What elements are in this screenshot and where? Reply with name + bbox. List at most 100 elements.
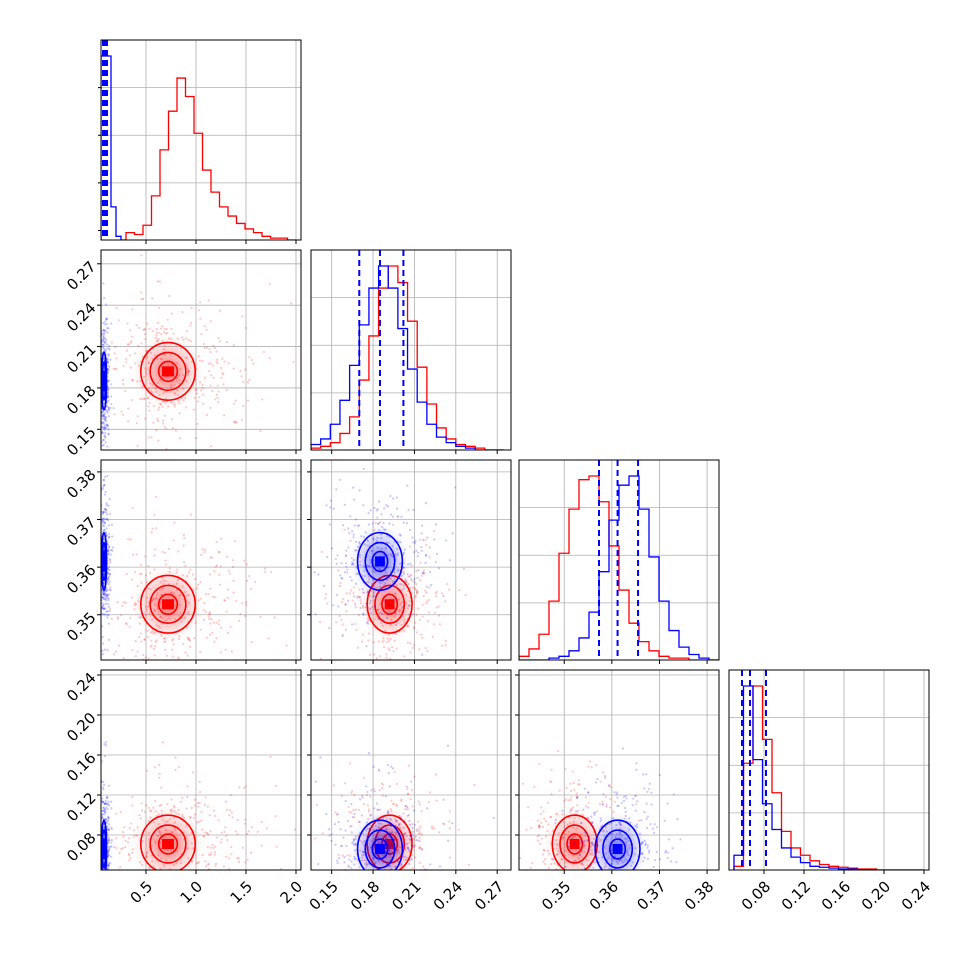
sample-point [160, 634, 163, 637]
sample-point [540, 821, 543, 824]
sample-point [131, 578, 134, 581]
sample-point [365, 910, 367, 912]
sample-point [103, 810, 106, 813]
sample-point [425, 898, 427, 900]
sample-point [658, 773, 661, 777]
sample-point [587, 791, 590, 794]
sample-point [98, 430, 100, 432]
sample-point [411, 536, 414, 539]
sample-point [97, 816, 99, 818]
sample-point [102, 592, 105, 595]
sample-point [105, 890, 107, 892]
sample-point [345, 844, 348, 848]
sample-point [379, 933, 381, 935]
sample-point [589, 883, 591, 885]
sample-point [351, 599, 354, 602]
sample-point [350, 831, 353, 834]
sample-point [382, 639, 385, 642]
sample-point [564, 865, 567, 868]
sample-point [546, 849, 549, 852]
sample-point [433, 538, 436, 541]
sample-point [148, 874, 150, 876]
sample-point [134, 362, 137, 365]
sample-point [347, 527, 350, 530]
panel-content [101, 40, 296, 240]
sample-point [536, 835, 539, 838]
sample-point [154, 810, 157, 813]
sample-point [207, 833, 210, 836]
sample-point [124, 601, 127, 604]
sample-point [438, 831, 441, 834]
sample-point [203, 550, 206, 554]
sample-point [664, 851, 667, 854]
sample-point [200, 389, 203, 392]
sample-point [232, 421, 236, 424]
sample-point [101, 444, 104, 447]
sample-point [332, 604, 335, 607]
sample-point [131, 308, 134, 311]
sample-point [385, 881, 387, 883]
sample-point [131, 795, 134, 799]
sample-point [339, 574, 342, 577]
sample-point [420, 574, 423, 577]
sample-point [187, 338, 190, 342]
sample-point [193, 577, 197, 581]
sample-point [428, 546, 431, 549]
sample-point [185, 807, 188, 810]
sample-point [105, 462, 107, 464]
sample-point [353, 857, 356, 860]
sample-point [101, 809, 104, 812]
sample-point [412, 626, 416, 629]
sample-point [414, 835, 417, 838]
sample-point [97, 831, 99, 833]
x-tick-label: 2.0 [277, 878, 307, 908]
sample-point [424, 553, 428, 557]
sample-point [158, 804, 161, 807]
sample-point [375, 802, 379, 805]
sample-point [106, 602, 109, 606]
sample-point [624, 814, 627, 817]
sample-point [102, 892, 104, 894]
sample-point [387, 811, 390, 814]
sample-point [585, 887, 587, 889]
sample-point [454, 486, 457, 489]
sample-point [108, 532, 111, 536]
sample-point [122, 890, 124, 892]
sample-point [165, 563, 168, 566]
sample-point [146, 629, 149, 632]
sample-point [409, 924, 411, 926]
sample-point [340, 794, 343, 798]
sample-point [212, 595, 215, 598]
sample-point [208, 611, 211, 614]
sample-point [103, 529, 106, 532]
sample-point [108, 876, 110, 878]
sample-point [97, 330, 99, 332]
sample-point [194, 436, 198, 440]
sample-point [343, 528, 346, 531]
sample-point [361, 591, 364, 594]
sample-point [197, 309, 201, 312]
sample-point [232, 591, 235, 594]
sample-point [616, 804, 619, 807]
sample-point [177, 872, 179, 874]
sample-point [427, 801, 430, 804]
sample-point [570, 809, 573, 812]
sample-point [646, 857, 650, 860]
sample-point [356, 596, 359, 599]
sample-point [172, 539, 175, 542]
sample-point [365, 602, 368, 605]
sample-point [407, 582, 410, 586]
sample-point [179, 874, 181, 876]
sample-point [409, 562, 412, 565]
sample-point [358, 489, 361, 492]
sample-point [204, 592, 207, 596]
sample-point [328, 834, 331, 837]
sample-point [107, 823, 111, 826]
sample-point [326, 555, 329, 559]
sample-point [406, 808, 409, 811]
sample-point [109, 558, 112, 561]
sample-point [650, 791, 653, 794]
panel-1-0: 0.150.180.210.240.27 [63, 249, 302, 464]
sample-point [406, 792, 410, 796]
sample-point [152, 899, 154, 901]
